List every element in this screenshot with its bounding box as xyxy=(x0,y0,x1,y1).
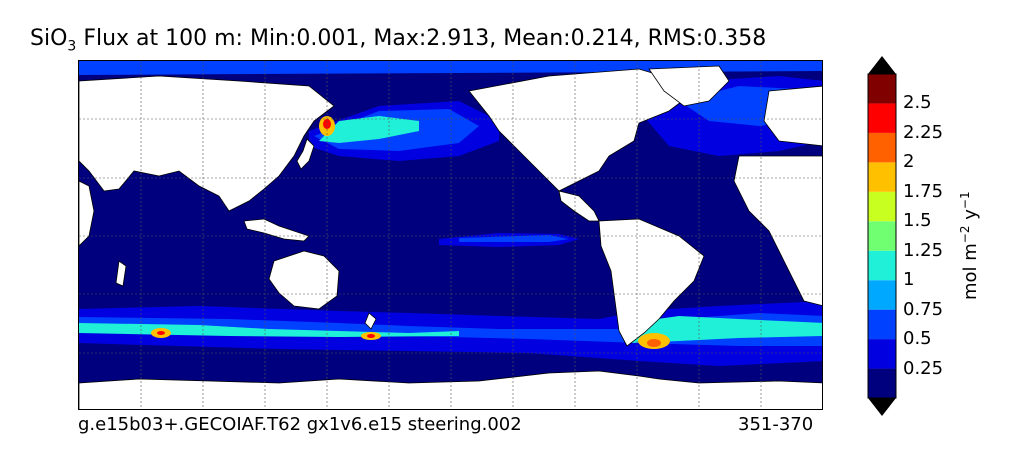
colorbar-cell xyxy=(868,250,896,281)
africa-land xyxy=(733,155,822,306)
colorbar-cell xyxy=(868,132,896,163)
colorbar-tick-label: 1.25 xyxy=(903,239,944,261)
hotspot-okhotsk-core xyxy=(323,119,331,129)
case-name-label: g.e15b03+.GECOIAF.T62 gx1v6.e15 steering… xyxy=(78,414,522,435)
units-mid: y xyxy=(960,209,981,226)
japan-land xyxy=(296,138,315,170)
map-canvas xyxy=(79,61,822,409)
north-pacific-band-3 xyxy=(319,116,419,143)
colorbar-tick-label: 2.25 xyxy=(903,121,944,143)
title-stats: Flux at 100 m: Min:0.001, Max:2.913, Mea… xyxy=(76,26,767,51)
colorbar-tick-label: 0.25 xyxy=(903,357,944,379)
colorbar-cells xyxy=(868,74,896,398)
colorbar-tick-label: 1.5 xyxy=(903,210,932,232)
colorbar-tick-label: 2.5 xyxy=(903,92,932,114)
map-title: SiO3 Flux at 100 m: Min:0.001, Max:2.913… xyxy=(30,26,766,54)
central-america-land xyxy=(558,190,600,222)
colorbar-cell xyxy=(868,368,896,398)
hotspot-south-indian-core xyxy=(157,331,165,335)
units-main: mol m xyxy=(960,243,981,300)
colorbar-tick-label: 0.75 xyxy=(903,298,944,320)
colorbar-cell xyxy=(868,162,896,192)
hotspot-nz-core xyxy=(367,334,375,338)
years-label: 351-370 xyxy=(738,414,814,435)
europe-land xyxy=(763,85,822,147)
colorbar-cell xyxy=(868,309,896,340)
title-subscript: 3 xyxy=(67,38,77,55)
colorbar-tick-label: 0.5 xyxy=(903,328,932,350)
greenland-land xyxy=(648,65,730,107)
antarctica-land xyxy=(79,370,822,409)
units-exp-1: −2 xyxy=(958,225,972,244)
colorbar-cell xyxy=(868,280,896,310)
units-exp-2: −1 xyxy=(958,191,972,210)
colorbar-cell xyxy=(868,339,896,369)
australia-land xyxy=(268,250,340,310)
colorbar-over-arrow xyxy=(868,56,896,74)
africa-wrap-land xyxy=(79,180,95,247)
hotspot-patagonia-core xyxy=(647,339,661,347)
colorbar-cell xyxy=(868,103,896,133)
colorbar-outline xyxy=(867,73,897,399)
colorbar-units-label: mol m−2 y−1 xyxy=(958,110,981,300)
madagascar-land xyxy=(115,260,127,287)
new-zealand-land xyxy=(364,312,377,330)
colorbar-tick-label: 1 xyxy=(903,269,915,291)
colorbar-cell xyxy=(868,191,896,222)
colorbar-tick-label: 2 xyxy=(903,151,915,173)
maritime-asia-land xyxy=(243,218,310,242)
eurasia-west-land xyxy=(79,75,335,212)
map-panel xyxy=(78,60,823,410)
colorbar-under-arrow xyxy=(868,398,896,416)
southern-ocean-band-atlantic xyxy=(629,316,822,343)
colorbar xyxy=(867,56,897,416)
equatorial-pacific-core xyxy=(459,235,569,242)
graticule xyxy=(79,61,822,409)
colorbar-cell xyxy=(868,74,896,104)
colorbar-tick-label: 1.75 xyxy=(903,180,944,202)
title-prefix: SiO xyxy=(30,26,68,51)
south-america-land xyxy=(598,218,705,347)
colorbar-cell xyxy=(868,221,896,251)
